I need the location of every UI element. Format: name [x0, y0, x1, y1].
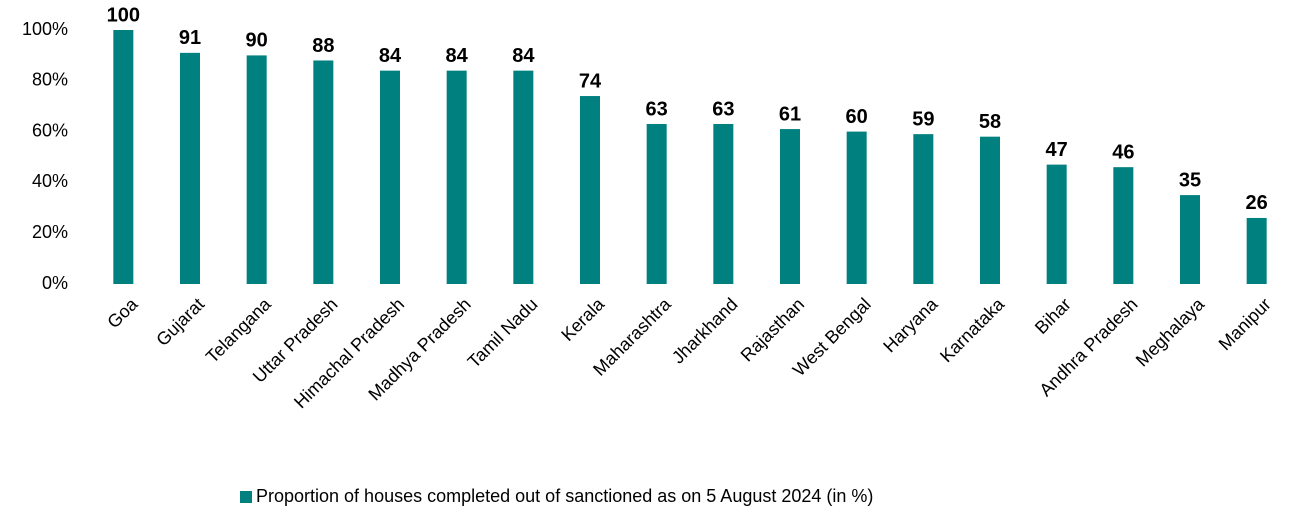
y-tick-label: 0% — [42, 273, 68, 293]
y-tick-label: 20% — [32, 222, 68, 242]
value-label: 61 — [779, 103, 801, 125]
value-label: 35 — [1179, 169, 1201, 191]
x-tick-label: Jharkhand — [668, 294, 742, 368]
x-tick-label: Meghalaya — [1132, 293, 1209, 370]
bar — [1113, 167, 1134, 284]
value-label: 47 — [1046, 139, 1068, 161]
bar — [113, 30, 134, 284]
value-label: 100 — [107, 4, 140, 26]
x-tick-label: Rajasthan — [737, 294, 808, 365]
bar — [513, 70, 534, 284]
y-tick-label: 60% — [32, 120, 68, 140]
value-label: 84 — [446, 45, 469, 67]
y-tick-label: 100% — [22, 19, 68, 39]
value-label: 84 — [379, 45, 402, 67]
x-tick-label: Kerala — [557, 293, 609, 345]
legend-label: Proportion of houses completed out of sa… — [256, 486, 873, 506]
bar — [1046, 164, 1067, 284]
bar — [846, 131, 867, 284]
value-label: 59 — [912, 108, 934, 130]
bar — [713, 123, 734, 284]
bar — [246, 55, 267, 285]
value-label: 88 — [312, 35, 334, 57]
value-label: 63 — [646, 98, 668, 120]
x-tick-label: Haryana — [879, 293, 942, 356]
value-label: 46 — [1112, 141, 1134, 163]
value-label: 91 — [179, 27, 201, 49]
x-tick-label: Himachal Pradesh — [290, 294, 408, 412]
x-tick-label: Tamil Nadu — [464, 294, 542, 372]
value-label: 58 — [979, 111, 1001, 133]
x-tick-label: Gujarat — [152, 294, 208, 350]
value-label: 90 — [246, 30, 268, 52]
bar — [780, 129, 800, 284]
bar — [980, 136, 1000, 284]
x-tick-label: Manipur — [1215, 294, 1275, 354]
value-label: 63 — [712, 98, 734, 120]
value-label: 84 — [512, 45, 535, 67]
bar — [1180, 195, 1200, 284]
bar — [180, 52, 200, 284]
bar — [380, 70, 400, 284]
bar — [313, 60, 334, 285]
value-label: 74 — [579, 70, 602, 92]
y-tick-label: 40% — [32, 171, 68, 191]
value-label: 26 — [1246, 192, 1268, 214]
bar — [446, 70, 467, 284]
x-tick-label: Karnataka — [936, 293, 1009, 366]
x-tick-label: Goa — [103, 293, 142, 332]
value-label: 60 — [846, 106, 868, 128]
y-tick-label: 80% — [32, 70, 68, 90]
bar — [913, 134, 934, 284]
bar — [580, 96, 600, 284]
bar — [1246, 217, 1267, 284]
x-tick-label: Bihar — [1031, 294, 1075, 338]
bar — [646, 123, 667, 284]
legend-swatch — [240, 491, 252, 503]
